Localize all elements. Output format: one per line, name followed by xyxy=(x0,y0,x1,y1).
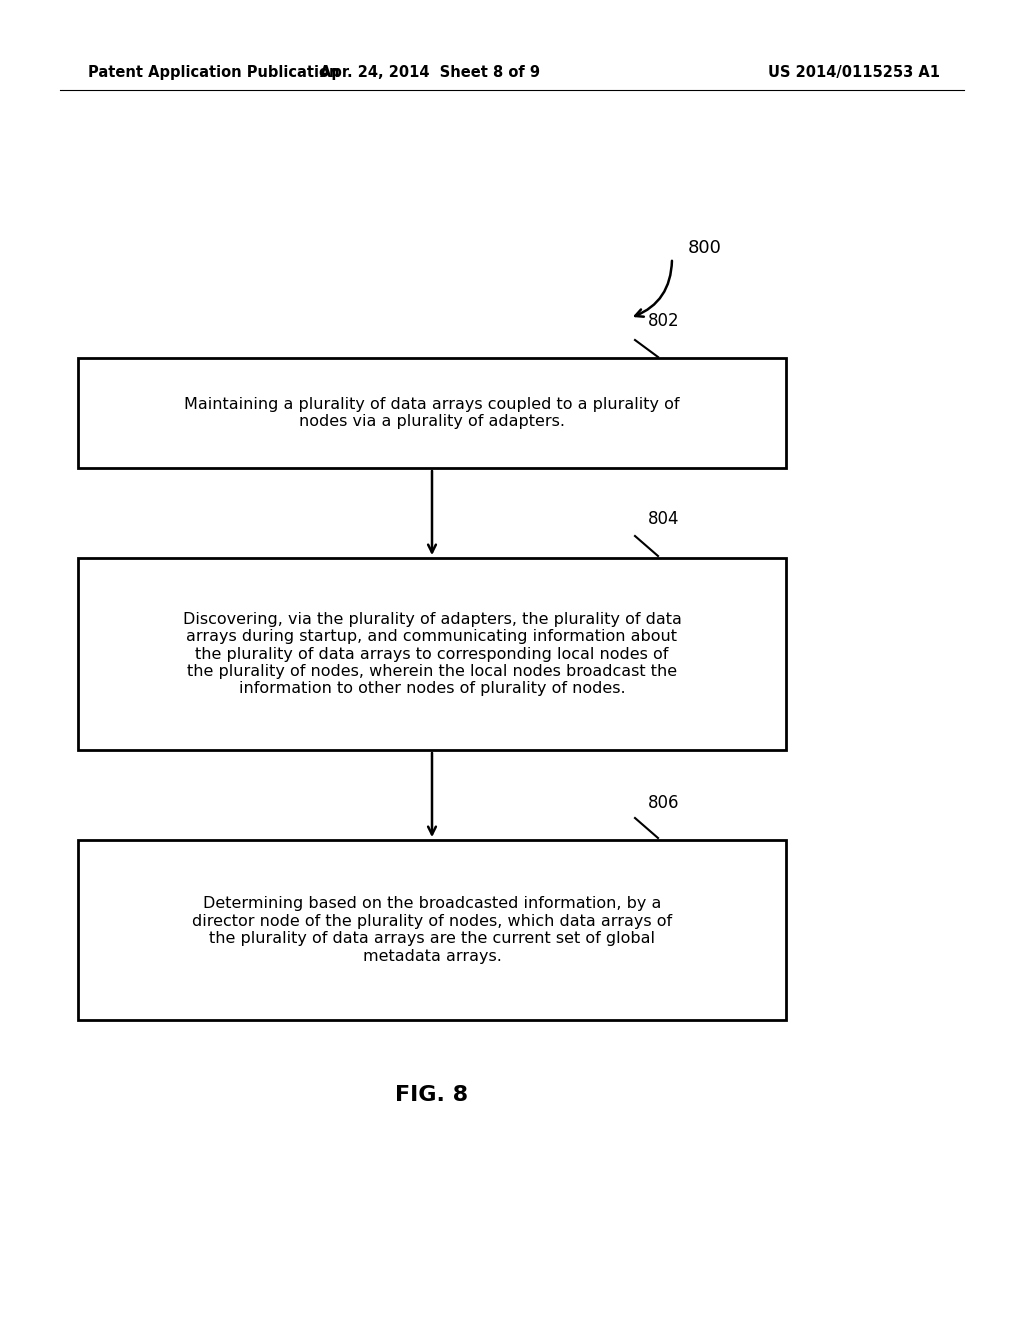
Text: FIG. 8: FIG. 8 xyxy=(395,1085,469,1105)
Text: Discovering, via the plurality of adapters, the plurality of data
arrays during : Discovering, via the plurality of adapte… xyxy=(182,611,681,697)
Bar xyxy=(78,358,786,469)
Text: Maintaining a plurality of data arrays coupled to a plurality of
nodes via a plu: Maintaining a plurality of data arrays c… xyxy=(184,397,680,429)
Text: 806: 806 xyxy=(648,795,680,812)
Text: Apr. 24, 2014  Sheet 8 of 9: Apr. 24, 2014 Sheet 8 of 9 xyxy=(319,65,540,79)
Text: US 2014/0115253 A1: US 2014/0115253 A1 xyxy=(768,65,940,79)
Bar xyxy=(78,558,786,750)
Text: 802: 802 xyxy=(648,312,680,330)
Bar xyxy=(78,840,786,1020)
Text: 804: 804 xyxy=(648,510,680,528)
Text: Determining based on the broadcasted information, by a
director node of the plur: Determining based on the broadcasted inf… xyxy=(191,896,672,964)
Text: 800: 800 xyxy=(688,239,722,257)
Text: Patent Application Publication: Patent Application Publication xyxy=(88,65,340,79)
